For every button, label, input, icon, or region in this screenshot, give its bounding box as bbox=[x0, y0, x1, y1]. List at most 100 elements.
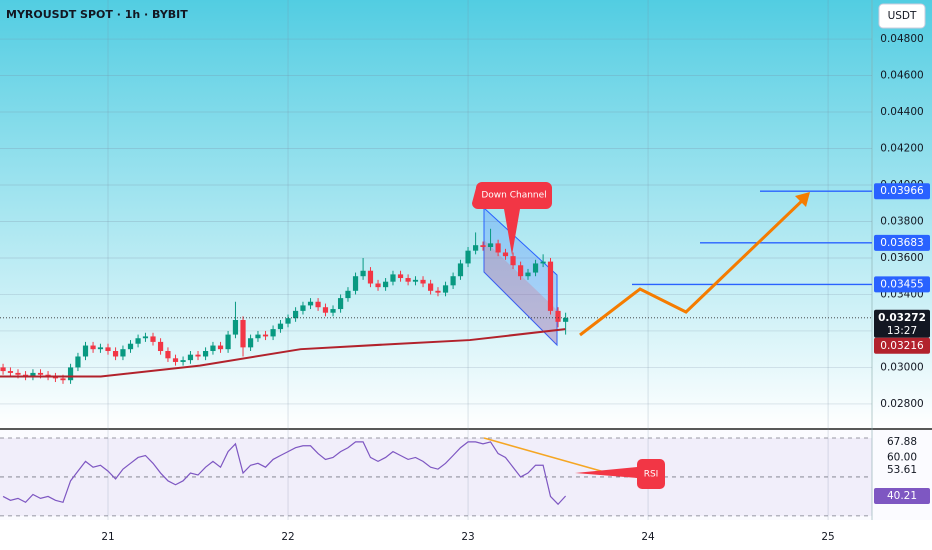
candle-body bbox=[345, 290, 351, 299]
candle-body bbox=[157, 341, 164, 352]
rsi-level-label: 53.61 bbox=[887, 464, 917, 476]
y-tick-label: 0.03800 bbox=[880, 215, 923, 227]
candle-body bbox=[457, 263, 464, 277]
candle-body bbox=[270, 329, 276, 337]
rsi-level-label: 67.88 bbox=[887, 436, 917, 448]
candle-body bbox=[420, 279, 426, 284]
candle-body bbox=[330, 309, 336, 313]
rsi-last-label: 40.21 bbox=[887, 490, 917, 502]
candle-body bbox=[277, 323, 284, 330]
candle-body bbox=[390, 274, 396, 282]
candle-body bbox=[375, 283, 381, 288]
candle-body bbox=[300, 305, 306, 311]
candle-body bbox=[90, 345, 96, 350]
candle-body bbox=[97, 347, 104, 350]
candle-body bbox=[195, 354, 201, 357]
candle-body bbox=[525, 272, 531, 277]
candle-body bbox=[112, 351, 119, 357]
rsi-level-label: 60.00 bbox=[887, 451, 917, 463]
candle-body bbox=[307, 301, 314, 306]
candle-body bbox=[480, 245, 486, 248]
rsi-line bbox=[2, 441, 567, 506]
candle-body bbox=[262, 334, 269, 337]
candle-body bbox=[232, 319, 239, 335]
x-tick-label: 23 bbox=[461, 531, 474, 543]
x-tick-label: 25 bbox=[821, 531, 834, 543]
candle-body bbox=[67, 367, 74, 381]
candle-body bbox=[540, 261, 546, 264]
candle-body bbox=[360, 270, 366, 277]
candle-body bbox=[165, 351, 171, 359]
price-pane bbox=[0, 0, 932, 428]
candle-body bbox=[510, 256, 516, 266]
candle-body bbox=[397, 274, 404, 279]
x-tick-label: 21 bbox=[101, 531, 114, 543]
marks bbox=[0, 190, 872, 506]
annotation: RSI bbox=[644, 470, 659, 480]
candle-body bbox=[37, 372, 44, 375]
candle-body bbox=[105, 347, 111, 352]
rsi-pane bbox=[0, 430, 932, 520]
down-channel-lower bbox=[484, 240, 557, 345]
countdown: 13:27 bbox=[887, 325, 917, 337]
candle-body bbox=[120, 349, 126, 357]
candle-body bbox=[495, 243, 501, 253]
candle-body bbox=[442, 285, 449, 293]
currency-button[interactable] bbox=[878, 3, 926, 29]
candle-body bbox=[555, 310, 561, 322]
candle-body bbox=[532, 263, 539, 273]
candle-body bbox=[450, 276, 456, 286]
candle-body bbox=[547, 261, 554, 311]
candle-body bbox=[217, 345, 224, 350]
candle-body bbox=[142, 336, 149, 339]
projection-arrow bbox=[579, 195, 808, 337]
annotation: Down Channel bbox=[481, 191, 546, 201]
candle-body bbox=[473, 245, 479, 251]
x-tick-label: 24 bbox=[641, 531, 655, 543]
x-tick-label: 22 bbox=[281, 531, 294, 543]
callout bbox=[472, 182, 552, 255]
candle-body bbox=[427, 283, 434, 291]
candle-body bbox=[75, 356, 81, 368]
rsi-trendline bbox=[483, 437, 609, 474]
candle-body bbox=[247, 338, 254, 348]
candle-body bbox=[135, 338, 141, 344]
candle-body bbox=[518, 265, 524, 277]
ma-price-box bbox=[874, 337, 930, 354]
level-label: 0.03683 bbox=[880, 237, 923, 249]
candle-body bbox=[210, 345, 216, 352]
candle-body bbox=[367, 270, 374, 284]
y-tick-label: 0.04800 bbox=[880, 33, 923, 45]
last-price-box bbox=[874, 309, 930, 338]
y-tick-label: 0.04200 bbox=[880, 143, 923, 155]
candle-body bbox=[322, 307, 329, 313]
candle-body bbox=[412, 279, 419, 282]
grid bbox=[0, 0, 872, 520]
candle-body bbox=[382, 281, 389, 288]
candle-body bbox=[202, 351, 209, 357]
candle-body bbox=[405, 278, 411, 282]
y-tick-label: 0.02800 bbox=[880, 398, 923, 410]
y-tick-label: 0.03000 bbox=[880, 361, 923, 373]
level-label-box bbox=[874, 276, 930, 293]
candle-body bbox=[352, 276, 359, 291]
currency-label[interactable]: USDT bbox=[888, 10, 917, 22]
candle-body bbox=[150, 336, 156, 342]
moving-average bbox=[0, 328, 566, 378]
candle-body bbox=[180, 360, 186, 362]
candle-body bbox=[30, 372, 36, 377]
candle-body bbox=[292, 310, 299, 319]
y-tick-label: 0.03600 bbox=[880, 252, 923, 264]
level-label-box bbox=[874, 234, 930, 251]
candle-body bbox=[255, 334, 261, 339]
candle-body bbox=[502, 252, 509, 257]
ma-price-label: 0.03216 bbox=[880, 340, 924, 352]
level-label: 0.03455 bbox=[880, 278, 923, 290]
chart-title: MYROUSDT SPOT · 1h · BYBIT bbox=[6, 8, 188, 21]
y-tick-label: 0.04600 bbox=[880, 70, 923, 82]
level-label-box bbox=[874, 183, 930, 200]
candle-body bbox=[187, 354, 194, 361]
rsi-last-box bbox=[874, 488, 930, 505]
